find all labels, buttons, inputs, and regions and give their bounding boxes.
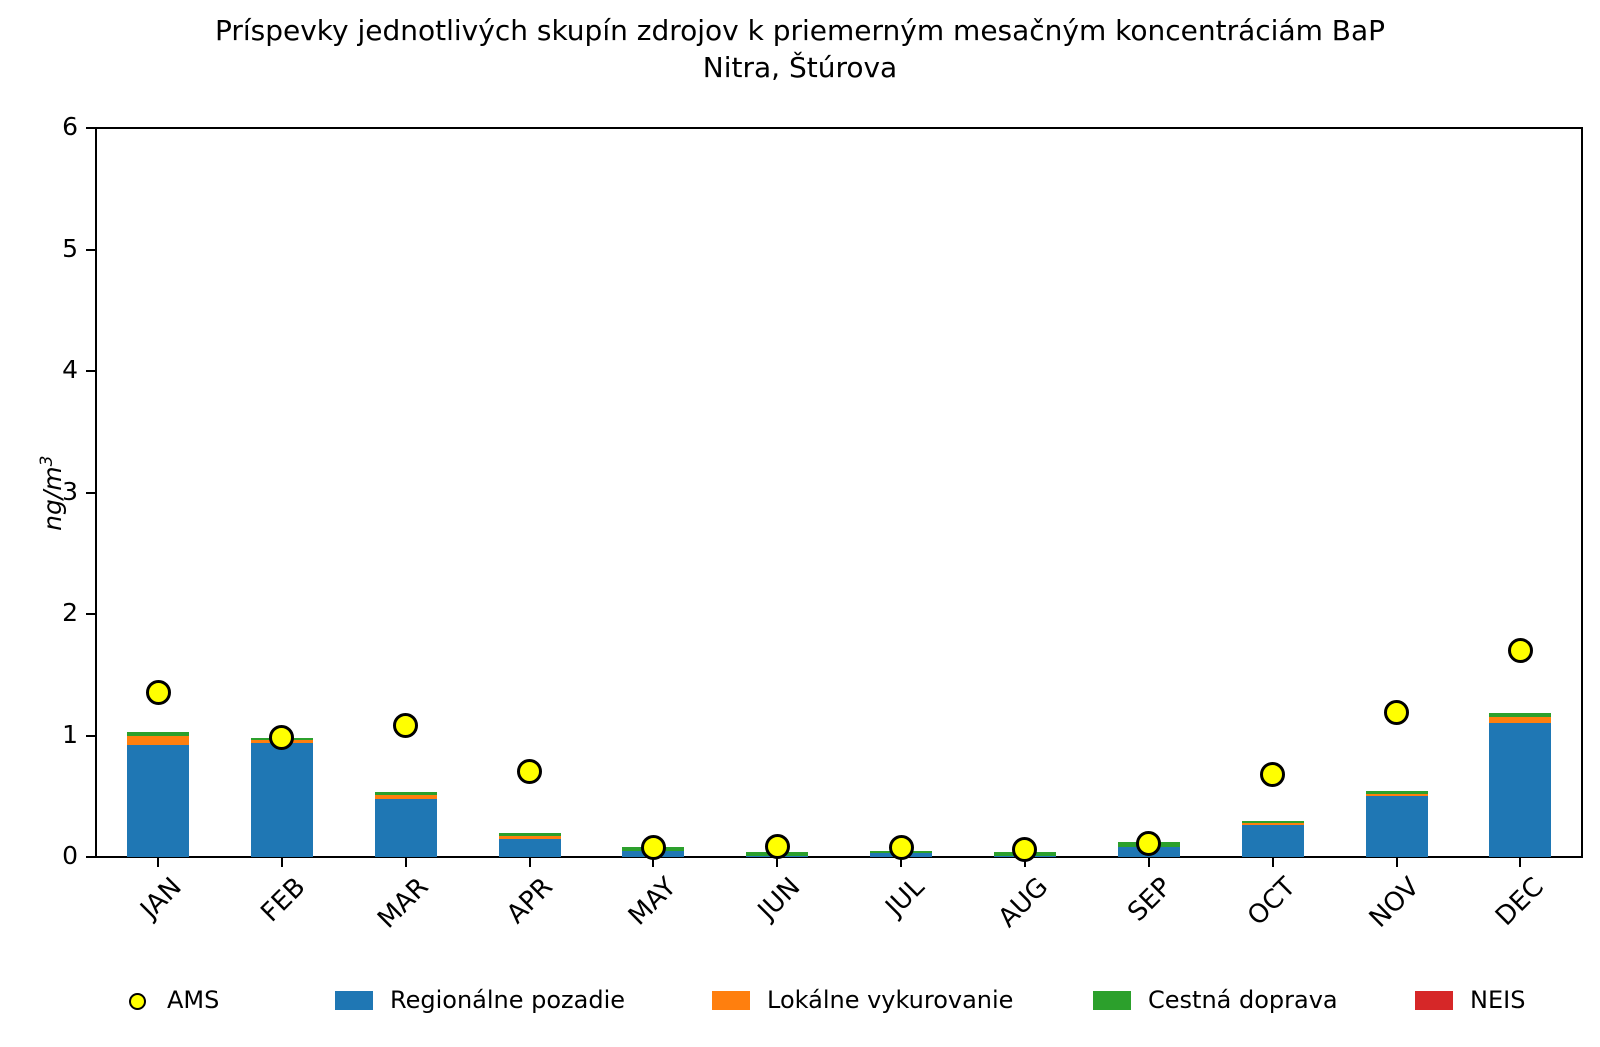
y-tick-mark	[86, 370, 96, 372]
bar-apr-cestna-doprava	[498, 833, 561, 836]
y-tick-mark	[86, 613, 96, 615]
x-tick-mark	[157, 857, 159, 867]
x-tick-label-jul: JUL	[880, 872, 931, 923]
chart-title: Príspevky jednotlivých skupín zdrojov k …	[40, 12, 1560, 86]
neis-legend-label: NEIS	[1470, 986, 1526, 1014]
neis-legend-swatch	[1415, 991, 1453, 1010]
ams-point-jul	[888, 834, 914, 860]
x-tick-mark	[404, 857, 407, 867]
ams-point-jun	[764, 833, 790, 859]
lokalne-vykurovanie-legend-swatch	[712, 991, 750, 1010]
bar-oct-lokalne-vykurovanie	[1241, 823, 1304, 826]
x-tick-label-aug: AUG	[992, 872, 1055, 934]
ams-point-dec	[1507, 637, 1533, 663]
x-tick-label-apr: APR	[501, 872, 559, 930]
ams-legend-marker	[129, 993, 146, 1010]
bar-jan-cestna-doprava	[127, 732, 189, 736]
y-tick-label: 2	[62, 598, 78, 627]
ams-legend-label: AMS	[167, 986, 220, 1014]
y-tick-mark	[86, 127, 96, 129]
x-tick-label-sep: SEP	[1122, 872, 1179, 928]
bar-dec-lokalne-vykurovanie	[1489, 716, 1552, 724]
x-tick-mark	[1395, 857, 1398, 867]
bar-jan-regionalne-pozadie	[127, 745, 189, 857]
ams-point-may	[640, 834, 666, 860]
cestna-doprava-legend-swatch	[1093, 991, 1131, 1010]
x-tick-mark	[528, 857, 531, 867]
y-tick-label: 1	[62, 719, 78, 749]
ams-point-apr	[517, 759, 543, 785]
x-tick-mark	[776, 857, 779, 867]
plot-area	[95, 127, 1583, 858]
x-tick-mark	[652, 857, 655, 867]
ams-point-jan	[145, 680, 171, 706]
y-tick-mark	[86, 491, 96, 494]
x-tick-mark	[1519, 857, 1522, 867]
chart-title-line2: Nitra, Štúrova	[702, 51, 898, 84]
x-tick-mark	[280, 857, 283, 867]
x-tick-label-nov: NOV	[1364, 872, 1426, 934]
lokalne-vykurovanie-legend-label: Lokálne vykurovanie	[767, 986, 1014, 1014]
y-tick-mark	[86, 248, 96, 251]
y-tick-mark	[86, 734, 96, 737]
regionalne-pozadie-legend-swatch	[335, 991, 373, 1010]
x-tick-mark	[1271, 857, 1274, 867]
cestna-doprava-legend-label: Cestná doprava	[1148, 986, 1338, 1014]
bar-nov-lokalne-vykurovanie	[1365, 793, 1428, 797]
bar-apr-regionalne-pozadie	[498, 838, 561, 857]
x-tick-label-jan: JAN	[134, 872, 188, 925]
x-tick-label-mar: MAR	[372, 872, 435, 935]
bar-mar-regionalne-pozadie	[374, 798, 437, 857]
y-tick-label: 3	[62, 476, 78, 506]
x-tick-label-jun: JUN	[752, 872, 807, 926]
regionalne-pozadie-legend-label: Regionálne pozadie	[390, 986, 626, 1014]
bar-oct-cestna-doprava	[1241, 820, 1304, 823]
ams-point-sep	[1136, 831, 1162, 857]
bar-dec-regionalne-pozadie	[1489, 723, 1552, 857]
x-tick-mark	[900, 857, 903, 867]
ams-point-feb	[269, 725, 295, 751]
x-tick-label-feb: FEB	[255, 872, 312, 929]
bar-nov-regionalne-pozadie	[1365, 796, 1428, 857]
x-tick-mark	[1147, 857, 1150, 867]
ams-point-aug	[1012, 837, 1038, 863]
y-tick-mark	[86, 856, 96, 858]
y-tick-label: 0	[62, 841, 78, 870]
y-tick-label: 5	[62, 233, 78, 263]
y-tick-label: 4	[62, 355, 78, 384]
bar-apr-lokalne-vykurovanie	[498, 835, 561, 839]
y-tick-label: 6	[62, 112, 78, 141]
bar-feb-regionalne-pozadie	[250, 742, 313, 857]
chart-title-line1: Príspevky jednotlivých skupín zdrojov k …	[214, 14, 1386, 47]
ams-point-nov	[1384, 699, 1410, 725]
x-tick-label-may: MAY	[623, 872, 683, 932]
x-tick-label-oct: OCT	[1242, 872, 1302, 932]
bar-dec-cestna-doprava	[1489, 713, 1552, 717]
ams-point-mar	[393, 713, 419, 739]
x-tick-label-dec: DEC	[1489, 872, 1550, 932]
bar-mar-cestna-doprava	[374, 792, 437, 796]
bar-nov-cestna-doprava	[1365, 791, 1428, 794]
ams-point-oct	[1260, 761, 1286, 787]
bar-jan-lokalne-vykurovanie	[127, 735, 189, 746]
bar-mar-lokalne-vykurovanie	[374, 795, 437, 799]
bar-oct-regionalne-pozadie	[1241, 825, 1304, 857]
x-tick-mark	[1023, 857, 1026, 867]
